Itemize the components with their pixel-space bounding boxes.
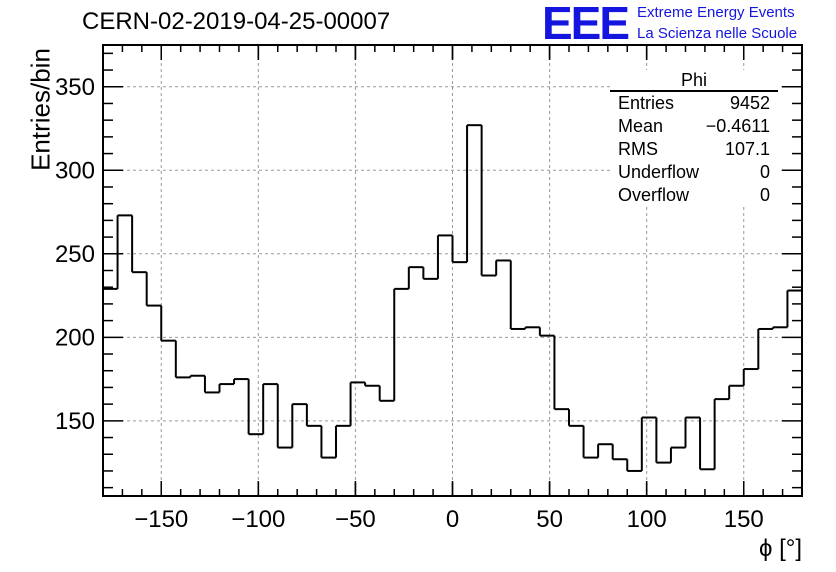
y-axis-label: Entries/bin bbox=[25, 48, 56, 171]
chart-title: CERN-02-2019-04-25-00007 bbox=[82, 8, 391, 35]
eee-logo: EEE bbox=[542, 0, 630, 49]
y-tick-label: 150 bbox=[55, 408, 95, 435]
x-tick-label: 150 bbox=[724, 506, 764, 533]
y-tick-label: 250 bbox=[55, 241, 95, 268]
stats-row-overflow: Overflow 0 bbox=[610, 184, 778, 207]
stats-label: RMS bbox=[618, 139, 658, 159]
stats-row-mean: Mean −0.4611 bbox=[610, 115, 778, 138]
stats-label: Entries bbox=[618, 93, 675, 113]
stats-name: Phi bbox=[610, 70, 778, 92]
x-tick-label: 50 bbox=[536, 506, 563, 533]
x-tick-label: −150 bbox=[134, 506, 188, 533]
tagline-extreme-energy-events: Extreme Energy Events bbox=[637, 4, 795, 21]
stats-box: Phi Entries 9452 Mean −0.4611 RMS 107.1 … bbox=[610, 70, 778, 207]
stats-value: 0 bbox=[759, 162, 770, 182]
stats-value: 0 bbox=[759, 185, 770, 205]
x-tick-label: −50 bbox=[335, 506, 376, 533]
x-tick-label: −100 bbox=[231, 506, 285, 533]
y-tick-label: 350 bbox=[55, 74, 95, 101]
stats-row-rms: RMS 107.1 bbox=[610, 138, 778, 161]
x-tick-label: 0 bbox=[446, 506, 459, 533]
y-tick-label: 200 bbox=[55, 324, 95, 351]
stats-label: Underflow bbox=[618, 162, 700, 182]
stats-row-entries: Entries 9452 bbox=[610, 92, 778, 115]
y-tick-label: 300 bbox=[55, 157, 95, 184]
tagline-scienza-scuole: La Scienza nelle Scuole bbox=[637, 25, 798, 42]
x-tick-label: 100 bbox=[627, 506, 667, 533]
stats-value: 107.1 bbox=[724, 139, 770, 159]
stats-label: Overflow bbox=[618, 185, 690, 205]
x-axis-label: ϕ [°] bbox=[758, 535, 802, 562]
stats-value: −0.4611 bbox=[705, 116, 770, 136]
stats-label: Mean bbox=[618, 116, 664, 136]
stats-value: 9452 bbox=[729, 93, 770, 113]
stats-row-underflow: Underflow 0 bbox=[610, 161, 778, 184]
